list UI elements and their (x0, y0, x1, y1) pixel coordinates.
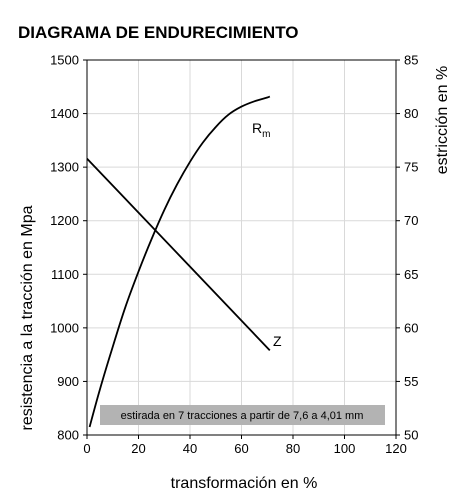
y-left-tick-label: 1000 (50, 320, 79, 335)
y-axis-right: 50 55 60 65 70 75 80 85 (396, 53, 418, 443)
series-label-rm: Rm (252, 120, 270, 140)
x-tick-label: 120 (385, 441, 407, 456)
x-axis-label: transformación en % (171, 475, 318, 492)
y-right-tick-label: 70 (404, 213, 418, 228)
x-tick-label: 100 (334, 441, 356, 456)
y-left-tick-label: 800 (57, 428, 79, 443)
x-tick-label: 20 (131, 441, 145, 456)
y-right-tick-label: 60 (404, 320, 418, 335)
grid (86, 59, 397, 436)
x-tick-label: 0 (83, 441, 90, 456)
x-tick-label: 60 (234, 441, 248, 456)
x-tick-label: 40 (183, 441, 197, 456)
x-tick-label: 80 (286, 441, 300, 456)
y-right-tick-label: 75 (404, 160, 418, 175)
annotation-box (100, 405, 385, 425)
y-axis-right-label: estricción en % (434, 66, 451, 175)
y-axis-left-label: resistencia a la tracción en Mpa (19, 205, 36, 430)
y-left-tick-label: 900 (57, 374, 79, 389)
series-line-rm (88, 95, 271, 428)
annotation-text: estirada en 7 tracciones a partir de 7,6… (121, 410, 364, 422)
y-left-tick-label: 1300 (50, 160, 79, 175)
y-left-tick-label: 1200 (50, 213, 79, 228)
y-left-tick-label: 1500 (50, 53, 79, 68)
y-right-tick-label: 50 (404, 428, 418, 443)
series-line-z (86, 157, 271, 352)
y-left-tick-label: 1100 (51, 267, 79, 282)
y-axis-left: 800 900 1000 1100 1200 1300 1400 1500 (50, 53, 87, 443)
x-axis: 0 20 40 60 80 100 120 (83, 435, 407, 456)
y-left-tick-label: 1400 (50, 106, 79, 121)
y-right-tick-label: 65 (404, 267, 418, 282)
chart-title: DIAGRAMA DE ENDURECIMIENTO (18, 23, 299, 42)
y-right-tick-label: 80 (404, 106, 418, 121)
series-label-z: Z (273, 333, 282, 349)
y-right-tick-label: 85 (404, 53, 418, 68)
y-right-tick-label: 55 (404, 374, 418, 389)
